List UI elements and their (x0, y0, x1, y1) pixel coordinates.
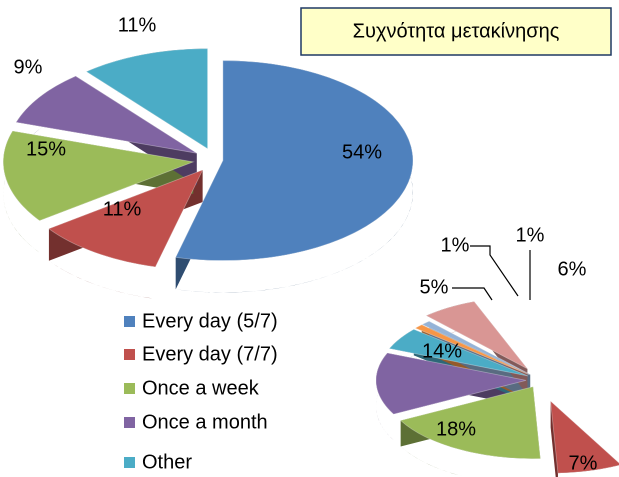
value-label: 18% (436, 418, 476, 440)
slice (2, 130, 195, 222)
legend-swatch (124, 383, 135, 394)
slice (48, 169, 204, 268)
slice (15, 75, 198, 154)
value-label: 1% (516, 224, 545, 246)
slice (388, 328, 529, 377)
value-label: 11% (118, 14, 157, 36)
legend-label: Once a week (142, 377, 260, 399)
value-label: 9% (14, 56, 43, 78)
slice (425, 301, 528, 370)
slice (175, 60, 414, 261)
slice (85, 48, 208, 150)
value-label: 1% (441, 234, 470, 256)
value-label: 14% (422, 340, 462, 362)
leader-line (452, 287, 493, 301)
value-label: 54% (342, 141, 382, 163)
slice (421, 320, 531, 375)
value-label: 5% (420, 276, 449, 298)
legend-swatch (124, 457, 135, 468)
legend-swatch (124, 316, 135, 327)
legend-label: Every day (7/7) (142, 343, 278, 365)
legend-label: Every day (5/7) (142, 310, 278, 332)
pies (2, 48, 619, 477)
slice (375, 352, 527, 415)
slice (550, 400, 619, 474)
legend-swatch (124, 349, 135, 360)
legend-swatch (124, 417, 135, 428)
value-label: 6% (558, 258, 587, 280)
leader-lines (452, 245, 531, 301)
legend-label: Once a month (142, 411, 268, 433)
slice (399, 386, 541, 460)
legend-label: Other (142, 451, 192, 473)
value-label: 7% (569, 452, 598, 474)
slice (414, 324, 530, 376)
value-label: 15% (26, 138, 66, 160)
chart-title: Συχνότητα μετακίνησης (353, 20, 560, 42)
leader-line (470, 245, 519, 297)
value-label: 11% (103, 198, 142, 220)
title-box (300, 7, 612, 56)
